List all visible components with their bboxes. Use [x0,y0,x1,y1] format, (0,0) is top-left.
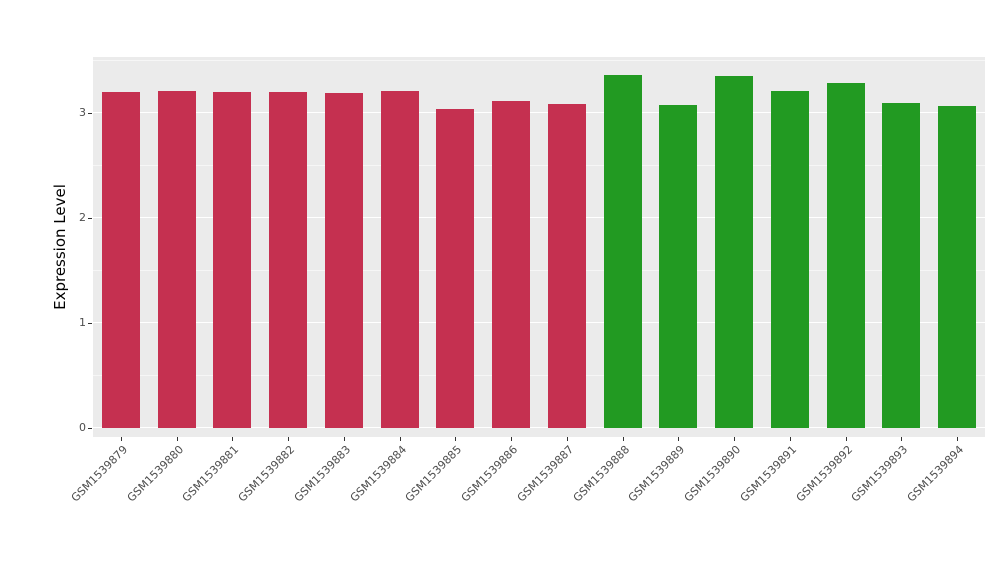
x-tick-label: GSM1539891 [737,443,800,505]
y-tick-label: 1 [79,316,86,329]
major-gridline [93,321,985,323]
bar-GSM1539888 [603,75,642,428]
bar-slot [762,57,818,428]
x-tickmark [455,437,457,441]
x-tick-label: GSM1539886 [458,443,521,505]
y-tickmark [88,323,92,324]
bar-GSM1539890 [715,76,754,428]
bar-slot [874,57,930,428]
bar-slot [651,57,707,428]
major-gridline [93,426,985,428]
bar-slot [205,57,261,428]
minor-gridline [93,269,985,271]
bar-slot [372,57,428,428]
x-tickmark [845,437,847,441]
x-tick-label: GSM1539894 [904,443,967,505]
bar-GSM1539882 [269,92,308,428]
x-tickmark [232,437,234,441]
y-tick-label: 2 [79,211,86,224]
bar-slot [595,57,651,428]
bar-GSM1539887 [547,103,586,428]
bar-slot [93,57,149,428]
plot-panel [93,57,985,437]
x-tick-label: GSM1539893 [849,443,911,505]
x-tick-label: GSM1539882 [235,443,298,505]
x-tickmark [566,437,568,441]
x-tick-label: GSM1539892 [793,443,855,505]
x-tickmark [399,437,401,441]
bar-GSM1539879 [101,92,140,428]
x-tickmark [343,437,345,441]
bar-GSM1539892 [826,82,865,428]
x-tickmark [288,437,290,441]
bar-GSM1539886 [492,101,531,428]
bar-slot [428,57,484,428]
x-tickmark [176,437,178,441]
major-gridline [93,111,985,113]
x-tickmark [120,437,122,441]
bar-GSM1539893 [882,102,921,428]
x-tickmark [511,437,513,441]
bar-slot [316,57,372,428]
x-tickmarks [93,437,985,441]
bar-GSM1539889 [659,104,698,428]
bar-slot [483,57,539,428]
x-tick-label: GSM1539880 [124,443,186,505]
minor-gridline [93,374,985,376]
bar-GSM1539883 [324,93,363,428]
bars [93,57,985,437]
major-gridline [93,216,985,218]
bar-GSM1539881 [213,92,252,428]
x-tickmark [734,437,736,441]
minor-gridline [93,164,985,166]
y-tickmark [88,218,92,219]
bar-GSM1539880 [157,90,196,428]
y-tickmark [88,428,92,429]
x-tick-label: GSM1539889 [626,443,688,505]
bar-slot [539,57,595,428]
x-tick-label: GSM1539888 [570,443,632,505]
x-tickmark [678,437,680,441]
y-tick-label: 0 [79,421,86,434]
x-tick-label: GSM1539884 [347,443,409,505]
bar-slot [149,57,205,428]
x-tickmark [789,437,791,441]
x-tick-label: GSM1539890 [681,443,744,505]
bar-slot [818,57,874,428]
y-axis: 0 1 2 3 [0,0,86,580]
x-tick-label: GSM1539887 [514,443,577,505]
y-tick-label: 3 [79,106,86,119]
bar-GSM1539894 [938,105,977,428]
bar-slot [706,57,762,428]
minor-gridline [93,59,985,61]
x-tickmark [901,437,903,441]
bar-slot [929,57,985,428]
bar-GSM1539891 [770,90,809,428]
bar-GSM1539884 [380,90,419,428]
bar-GSM1539885 [436,108,475,428]
x-tick-label: GSM1539883 [291,443,354,505]
x-tick-label: GSM1539881 [180,443,242,505]
y-tickmark [88,113,92,114]
x-tick-label: GSM1539885 [403,443,465,505]
x-axis: GSM1539879 GSM1539880 GSM1539881 GSM1539882… [69,443,985,563]
x-tickmark [957,437,959,441]
x-tickmark [622,437,624,441]
bar-slot [260,57,316,428]
